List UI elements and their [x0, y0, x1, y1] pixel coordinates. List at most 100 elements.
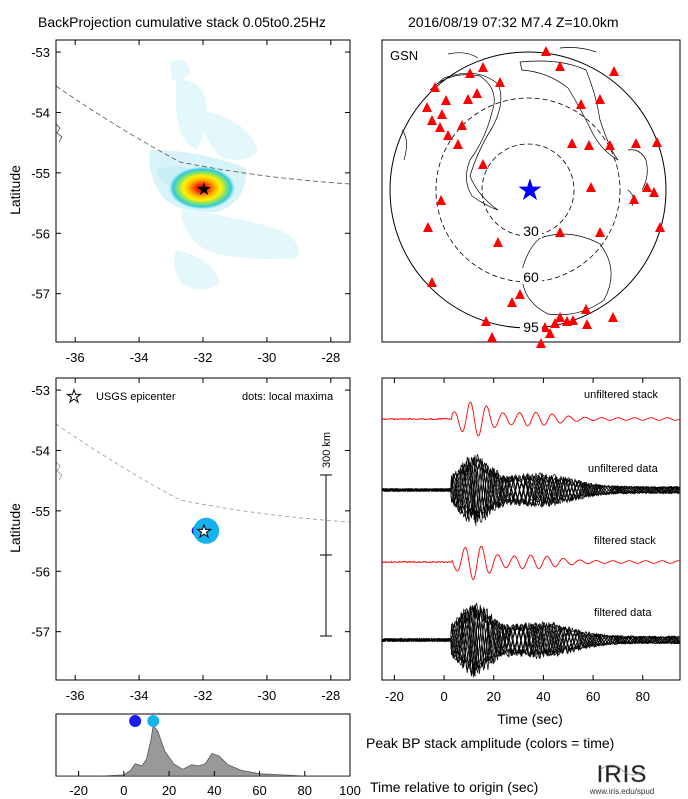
legend-epicenter-label: USGS epicenter	[96, 391, 176, 403]
station-marker	[423, 222, 433, 232]
iris-logo: IRIS www.iris.edu/spud	[589, 761, 654, 796]
iris-logo-text: IRIS	[597, 761, 648, 788]
network-label: GSN	[390, 48, 418, 63]
x-tick-label: -34	[130, 350, 149, 365]
ring-label-95: 95	[523, 319, 539, 335]
ring-label-bg	[520, 318, 542, 334]
station-marker	[629, 194, 639, 204]
y-tick-label: -54	[31, 443, 50, 458]
x-tick-label: -36	[66, 350, 85, 365]
peak-maximum-dot	[147, 715, 160, 727]
station-marker	[437, 109, 447, 119]
data-trace	[382, 460, 680, 524]
x-tick-label: 0	[440, 689, 447, 704]
legend-star-icon: ★	[66, 387, 81, 406]
station-marker	[586, 182, 596, 192]
plate-boundary	[56, 85, 350, 185]
data-trace	[382, 458, 680, 520]
trace-label-unfiltered-stack: unfiltered stack	[584, 389, 658, 401]
station-marker	[453, 139, 463, 149]
waveform-xlabel: Time (sec)	[497, 711, 563, 727]
station-marker	[582, 319, 592, 329]
waveform-traces	[382, 401, 680, 678]
station-marker	[457, 120, 467, 130]
heat-blob	[176, 79, 207, 150]
station-marker	[568, 315, 578, 325]
station-marker	[436, 195, 446, 205]
x-tick-label: -30	[258, 688, 277, 703]
heatmap-layer	[56, 59, 350, 290]
station-marker	[441, 95, 451, 105]
station-marker	[540, 322, 550, 332]
station-marker	[478, 159, 488, 169]
top-map-ylabel: Latitude	[7, 165, 23, 215]
bottom-map-panel: ★ ★ USGS epicenter dots: local maxima 30…	[7, 377, 351, 703]
y-tick-label: -55	[31, 166, 50, 181]
station-marker	[555, 227, 565, 237]
x-tick-label: 20	[162, 783, 176, 798]
x-tick-label: 0	[120, 783, 127, 798]
station-marker	[507, 297, 517, 307]
ring-label-bg	[520, 268, 542, 284]
y-tick-label: -57	[31, 287, 50, 302]
scale-bar-label: 300 km	[321, 432, 333, 468]
y-tick-label: -53	[31, 383, 50, 398]
station-marker	[427, 277, 437, 287]
peak-title: Peak BP stack amplitude (colors = time)	[366, 735, 614, 751]
waveform-axes: -20 0 20 40 60 80	[385, 378, 650, 704]
station-marker	[478, 62, 488, 72]
station-marker	[550, 318, 560, 328]
heat-blob	[180, 210, 299, 260]
heat-blob	[170, 59, 190, 81]
station-marker	[584, 140, 594, 150]
epicenter-star-icon: ★	[196, 522, 211, 541]
station-marker	[595, 94, 605, 104]
logo-wave-icon	[599, 764, 645, 776]
epicenter-star-icon: ★	[196, 179, 212, 199]
south-america-outline	[429, 72, 502, 211]
station-marker	[555, 312, 565, 322]
station-marker	[541, 46, 551, 56]
plate-boundary	[56, 423, 350, 523]
station-marker	[495, 77, 505, 87]
y-tick-label: -57	[31, 625, 50, 640]
station-marker	[422, 102, 432, 112]
x-tick-label: 20	[487, 689, 501, 704]
station-marker	[515, 289, 525, 299]
peak-panel: -20 0 20 40 60 80 100 Peak BP stack amplitude …	[55, 713, 614, 798]
coast-fragment	[627, 149, 648, 191]
africa-outline	[519, 60, 619, 161]
coastline	[56, 123, 63, 143]
waveform-frame	[381, 377, 681, 681]
waveform-panel: unfiltered stack unfiltered data filtere…	[381, 377, 681, 727]
data-trace	[382, 609, 680, 673]
x-tick-label: 80	[636, 689, 650, 704]
station-marker	[472, 88, 482, 98]
bottom-map-ylabel: Latitude	[7, 503, 23, 553]
peak-axes: -20 0 20 40 60 80 100	[69, 715, 361, 798]
station-marker	[443, 130, 453, 140]
station-markers	[422, 46, 665, 348]
iris-logo-url: www.iris.edu/spud	[589, 787, 654, 796]
peak-area	[56, 724, 350, 776]
x-tick-label: -28	[321, 688, 340, 703]
data-trace	[382, 607, 680, 676]
station-marker	[536, 338, 546, 348]
coast-fragment	[401, 129, 407, 161]
station-marker	[649, 187, 659, 197]
ring-label-bg	[520, 222, 542, 238]
trace-label-filtered-stack: filtered stack	[594, 535, 656, 547]
y-tick-label: -55	[31, 504, 50, 519]
y-tick-label: -56	[31, 226, 50, 241]
x-tick-label: -28	[321, 350, 340, 365]
x-tick-label: 40	[207, 783, 221, 798]
x-tick-label: -20	[385, 689, 404, 704]
peak-envelope	[56, 724, 350, 776]
station-marker	[605, 140, 615, 150]
x-tick-label: -32	[194, 350, 213, 365]
x-tick-label: -20	[69, 783, 88, 798]
station-marker	[465, 68, 475, 78]
ring-label-60: 60	[523, 269, 539, 285]
coastline	[56, 461, 63, 481]
